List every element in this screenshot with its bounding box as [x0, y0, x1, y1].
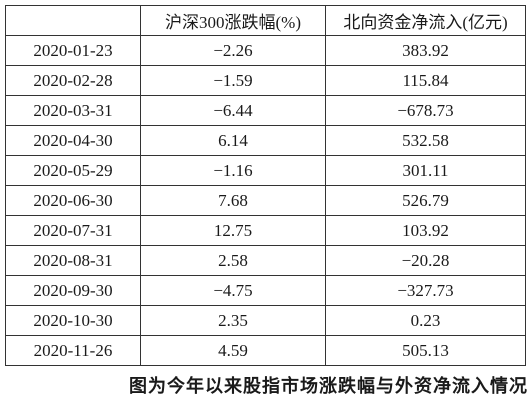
table-row: 2020-03-31 −6.44 −678.73 [5, 95, 526, 126]
cell: 沪深300涨跌幅(%) [140, 5, 326, 36]
table-row: 2020-07-31 12.75 103.92 [5, 215, 526, 246]
cell: 2020-08-31 [5, 245, 141, 276]
cell: 2020-11-26 [5, 335, 141, 366]
cell: 2.58 [140, 245, 326, 276]
cell: 0.23 [325, 305, 526, 336]
cell: 505.13 [325, 335, 526, 366]
cell: −678.73 [325, 95, 526, 126]
cell: −327.73 [325, 275, 526, 306]
cell: 532.58 [325, 125, 526, 156]
cell: 2020-04-30 [5, 125, 141, 156]
cell: 526.79 [325, 185, 526, 216]
cell: 103.92 [325, 215, 526, 246]
cell: 115.84 [325, 65, 526, 96]
cell: 2020-07-31 [5, 215, 141, 246]
cell: 2020-02-28 [5, 65, 141, 96]
table-row: 2020-01-23 −2.26 383.92 [5, 35, 526, 66]
cell: 2020-09-30 [5, 275, 141, 306]
cell: −20.28 [325, 245, 526, 276]
table-row: 2020-05-29 −1.16 301.11 [5, 155, 526, 186]
caption: 图为今年以来股指市场涨跌幅与外资净流入情况 [129, 376, 528, 396]
table-row: 2020-04-30 6.14 532.58 [5, 125, 526, 156]
cell: 2020-05-29 [5, 155, 141, 186]
cell: 7.68 [140, 185, 326, 216]
cell: 2020-10-30 [5, 305, 141, 336]
cell: −6.44 [140, 95, 326, 126]
cell: −1.59 [140, 65, 326, 96]
cell: 12.75 [140, 215, 326, 246]
cell: −1.16 [140, 155, 326, 186]
cell: 4.59 [140, 335, 326, 366]
table-row: 2020-09-30 −4.75 −327.73 [5, 275, 526, 306]
cell: −2.26 [140, 35, 326, 66]
cell: 2020-01-23 [5, 35, 141, 66]
table-row: 2020-11-26 4.59 505.13 [5, 335, 526, 366]
table-row: 2020-06-30 7.68 526.79 [5, 185, 526, 216]
cell: 2020-06-30 [5, 185, 141, 216]
cell: 383.92 [325, 35, 526, 66]
cell [5, 5, 141, 36]
cell: 6.14 [140, 125, 326, 156]
table-row: 2020-02-28 −1.59 115.84 [5, 65, 526, 96]
data-table: 沪深300涨跌幅(%) 北向资金净流入(亿元) 2020-01-23 −2.26 383… [5, 5, 526, 366]
cell: 2020-03-31 [5, 95, 141, 126]
cell: −4.75 [140, 275, 326, 306]
cell: 2.35 [140, 305, 326, 336]
table-row: 2020-08-31 2.58 −20.28 [5, 245, 526, 276]
cell: 301.11 [325, 155, 526, 186]
header-row: 沪深300涨跌幅(%) 北向资金净流入(亿元) [5, 5, 526, 36]
cell: 北向资金净流入(亿元) [325, 5, 526, 36]
table-row: 2020-10-30 2.35 0.23 [5, 305, 526, 336]
